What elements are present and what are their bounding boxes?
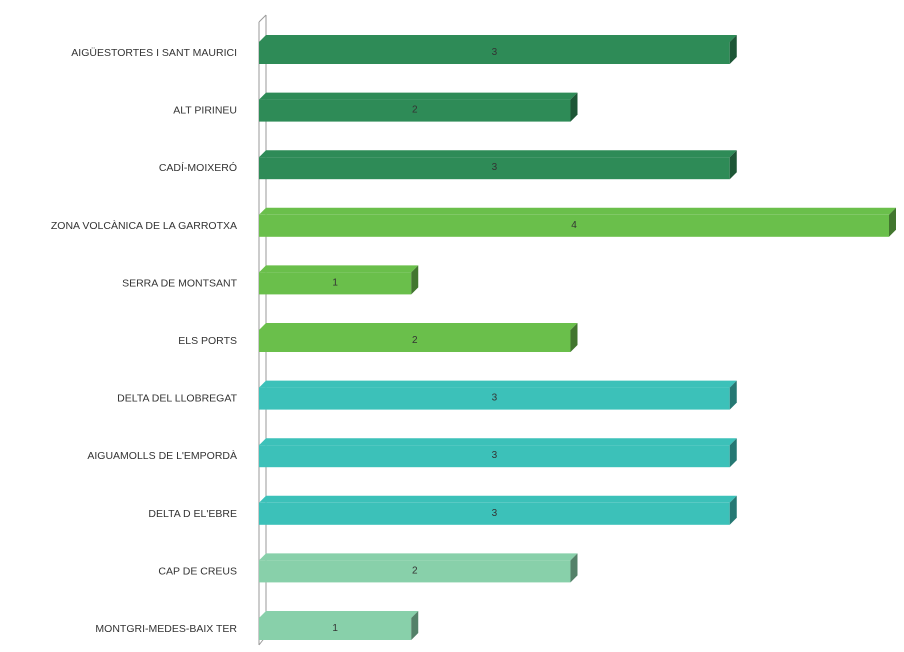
category-label: ALT PIRINEU [173,105,237,117]
bar [259,323,578,352]
category-label: AIGUAMOLLS DE L'EMPORDÀ [87,449,237,462]
bar-side-face [729,380,737,410]
category-label: DELTA D EL'EBRE [148,508,237,520]
bar-side-face [729,150,737,180]
bar-front-face [259,445,730,468]
bar-side-face [729,35,737,64]
data-label: 2 [412,105,418,116]
bar-side-face [411,611,419,640]
data-label: 2 [412,565,418,576]
bar-side-face [729,438,737,468]
bar-top-face [259,611,419,618]
bar-front-face [259,330,571,352]
bar-top-face [259,35,737,42]
bar-side-face [411,265,419,295]
category-labels-group: AIGÜESTORTES I SANT MAURICI ALT PIRINEU CA… [51,47,238,635]
bar-front-face [259,99,571,122]
bar [259,207,896,237]
data-label: 3 [492,162,498,173]
bar-front-face [259,618,412,640]
bar-top-face [259,553,578,561]
bar-top-face [259,92,578,100]
bar-side-face [570,553,578,583]
data-label: 4 [571,220,577,231]
bar-top-face [259,150,737,158]
bar-side-face [570,92,578,122]
category-label: AIGÜESTORTES I SANT MAURICI [71,47,237,59]
bar [259,495,737,525]
bar [259,35,737,64]
bar [259,92,578,122]
category-label: CADÍ-MOIXERÓ [159,161,237,174]
bar [259,150,737,180]
bar-top-face [259,323,578,330]
bar [259,611,419,640]
bar-side-face [729,495,737,525]
bar [259,265,419,295]
category-label: ZONA VOLCÀNICA DE LA GARROTXA [51,219,237,232]
bar-front-face [259,42,730,64]
bars-group [259,35,896,640]
data-label: 1 [332,277,338,288]
category-label: SERRA DE MONTSANT [122,277,238,289]
y-axis-wall-top [258,14,267,23]
bar-front-face [259,272,412,295]
bar-top-face [259,438,737,446]
data-label: 3 [492,450,498,461]
category-label: MONTGRI-MEDES-BAIX TER [95,623,237,635]
data-label: 1 [332,623,338,634]
category-label: CAP DE CREUS [158,565,237,577]
bar-front-face [259,157,730,180]
category-label: DELTA DEL LLOBREGAT [117,393,237,405]
bar [259,438,737,468]
bar-top-face [259,265,419,273]
bar [259,553,578,583]
bar-top-face [259,380,737,388]
category-label: ELS PORTS [178,335,237,347]
data-labels-group: 3 2 3 4 1 2 3 3 3 2 1 [332,47,577,634]
data-label: 3 [492,393,498,404]
data-label: 3 [492,47,498,58]
bar-front-face [259,387,730,410]
bar-top-face [259,495,737,503]
bar-top-face [259,207,896,215]
bar-side-face [889,207,896,237]
bar-side-face [570,323,578,352]
bar-front-face [259,560,571,583]
bar [259,380,737,410]
bar-front-face [259,214,889,237]
data-label: 2 [412,335,418,346]
bar-front-face [259,502,730,525]
data-label: 3 [492,508,498,519]
